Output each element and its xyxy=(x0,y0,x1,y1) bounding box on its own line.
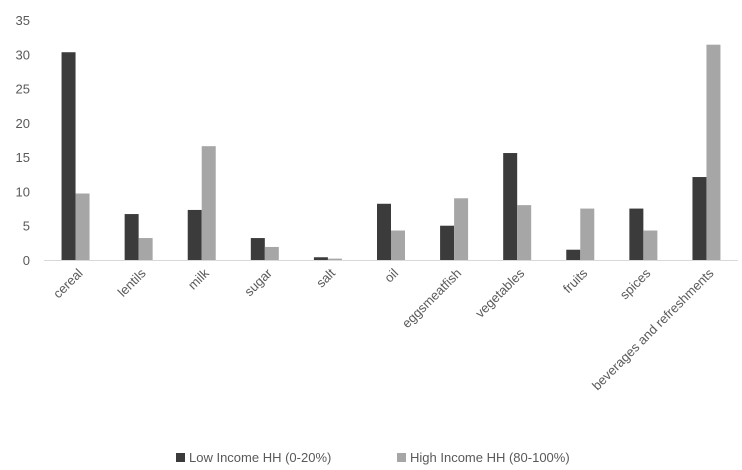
y-tick-label: 5 xyxy=(23,219,30,234)
category-label: fruits xyxy=(560,265,591,296)
category-label: eggsmeatfish xyxy=(399,266,464,331)
bar-high-income xyxy=(517,205,532,260)
bar-low-income xyxy=(692,177,707,260)
bar-low-income xyxy=(377,203,391,260)
bar-high-income xyxy=(138,238,153,260)
bar-high-income xyxy=(264,246,279,260)
category-labels: cereal lentils milk sugar salt oileggsmeatfis… xyxy=(50,265,717,393)
bar-high-income xyxy=(643,230,658,260)
legend-swatch-low-income xyxy=(176,453,185,462)
category-label: oil xyxy=(381,265,401,285)
category-label: sugar xyxy=(241,265,275,299)
y-tick-label: 35 xyxy=(16,13,30,28)
y-tick-label: 0 xyxy=(23,253,30,268)
bar-high-income xyxy=(201,146,216,260)
category-label: cereal xyxy=(50,265,86,301)
y-tick-label: 20 xyxy=(16,116,30,131)
bar-high-income xyxy=(327,258,342,260)
bar-low-income xyxy=(61,52,76,260)
bars xyxy=(61,44,721,260)
category-label: milk xyxy=(185,265,212,292)
bar-low-income xyxy=(440,225,455,260)
legend-label-high-income: High Income HH (80-100%) xyxy=(410,450,570,465)
y-tick-label: 15 xyxy=(16,150,30,165)
category-label: beverages and refreshments xyxy=(589,265,717,393)
bar-low-income xyxy=(566,249,581,260)
y-tick-label: 10 xyxy=(16,184,30,199)
bar-low-income xyxy=(503,153,518,260)
bar-high-income xyxy=(454,198,469,260)
bar-high-income xyxy=(580,208,595,260)
bar-low-income xyxy=(313,257,328,260)
bar-high-income xyxy=(706,44,721,260)
category-label: vegetables xyxy=(472,265,527,320)
bar-low-income xyxy=(250,238,265,260)
y-tick-label: 25 xyxy=(16,82,30,97)
category-label: lentils xyxy=(115,265,149,299)
category-label: spices xyxy=(617,265,654,302)
y-tick-label: 30 xyxy=(16,47,30,62)
legend-swatch-high-income xyxy=(397,453,406,462)
bar-high-income xyxy=(391,230,405,260)
legend-label-low-income: Low Income HH (0-20%) xyxy=(189,450,331,465)
y-axis-ticks: 0 5 10 15 20 25 30 35 xyxy=(16,13,30,268)
bar-low-income xyxy=(187,209,202,260)
category-label: salt xyxy=(313,265,338,290)
bar-low-income xyxy=(629,208,644,260)
legend: Low Income HH (0-20%) High Income HH (80… xyxy=(176,450,570,465)
bar-low-income xyxy=(124,214,139,260)
bar-high-income xyxy=(75,193,90,260)
